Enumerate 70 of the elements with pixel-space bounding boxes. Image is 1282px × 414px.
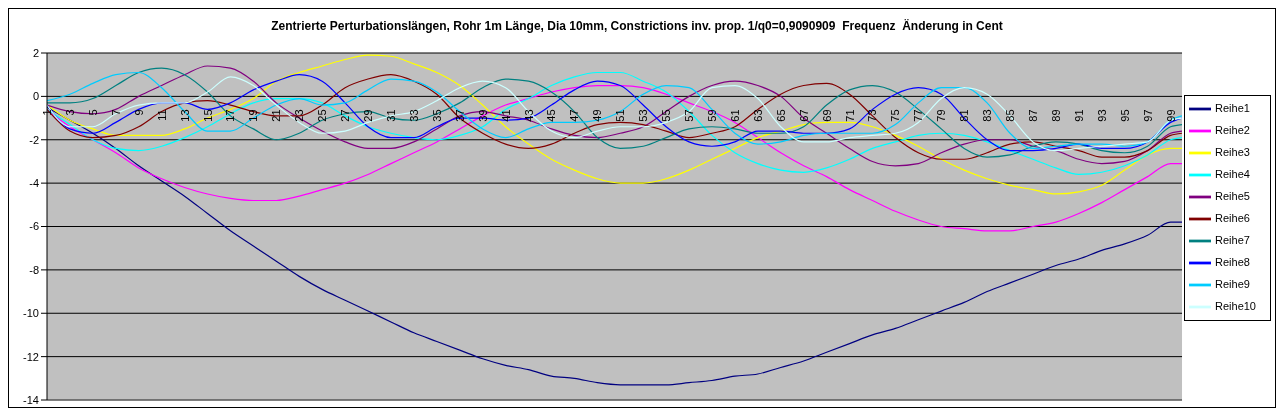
legend-label: Reihe8 [1215, 255, 1250, 268]
x-tick-label: 47 [568, 109, 581, 122]
legend-label: Reihe9 [1215, 277, 1250, 290]
x-tick-label: 71 [843, 109, 856, 122]
y-tick-label: 0 [32, 90, 39, 103]
legend-label: Reihe6 [1215, 211, 1250, 224]
x-tick-label: 1 [41, 109, 53, 116]
x-tick-label: 31 [384, 109, 397, 122]
x-tick-label: 13 [178, 109, 191, 122]
x-tick-label: 11 [155, 109, 168, 121]
x-tick-label: 15 [201, 109, 214, 122]
x-tick-label: 3 [63, 109, 76, 116]
x-tick-label: 79 [935, 109, 948, 122]
x-tick-label: 9 [132, 109, 145, 116]
x-tick-label: 7 [109, 109, 122, 116]
x-tick-label: 27 [339, 109, 352, 122]
x-tick-label: 69 [820, 109, 833, 122]
y-tick-label: -10 [23, 307, 39, 320]
chart-title: Zentrierte Perturbationslängen, Rohr 1m Länge, Dia 10mm, Constrictions inv. prop. 1/q0=0,9090909 Frequenz Änderung in Cent [270, 19, 1004, 33]
x-tick-label: 35 [430, 109, 443, 122]
legend-label: Reihe2 [1215, 123, 1250, 136]
x-tick-label: 73 [866, 109, 879, 122]
x-tick-label: 95 [1118, 109, 1131, 122]
legend-label: Reihe4 [1215, 167, 1250, 180]
y-tick-label: -4 [29, 177, 39, 190]
x-tick-label: 53 [637, 109, 650, 122]
x-tick-label: 5 [86, 109, 99, 116]
x-tick-label: 85 [1004, 109, 1017, 122]
x-tick-label: 21 [270, 109, 283, 122]
x-tick-label: 89 [1049, 109, 1062, 122]
x-tick-label: 57 [683, 109, 696, 122]
y-tick-label: -8 [29, 263, 39, 276]
y-tick-label: -12 [23, 350, 39, 363]
x-tick-label: 51 [614, 109, 627, 122]
x-tick-label: 97 [1141, 109, 1154, 122]
legend-label: Reihe10 [1215, 299, 1256, 312]
legend-label: Reihe5 [1215, 189, 1250, 202]
legend-label: Reihe7 [1215, 233, 1250, 246]
x-tick-label: 23 [293, 109, 306, 122]
x-tick-label: 39 [476, 109, 489, 122]
x-tick-label: 17 [224, 109, 237, 122]
x-tick-label: 75 [889, 109, 902, 122]
x-tick-label: 45 [545, 109, 558, 122]
legend-label: Reihe3 [1215, 145, 1250, 158]
x-tick-label: 65 [774, 109, 787, 122]
x-tick-label: 19 [247, 109, 260, 122]
x-tick-label: 49 [591, 109, 604, 122]
x-tick-label: 91 [1072, 109, 1085, 122]
x-tick-label: 61 [728, 109, 741, 122]
x-tick-label: 99 [1164, 109, 1177, 122]
x-tick-label: 25 [316, 109, 329, 122]
x-tick-label: 55 [660, 109, 673, 122]
x-tick-label: 87 [1026, 109, 1039, 122]
x-tick-label: 33 [407, 109, 420, 122]
x-tick-label: 63 [751, 109, 764, 122]
y-tick-label: -6 [29, 220, 39, 233]
x-tick-label: 77 [912, 109, 925, 122]
x-tick-label: 29 [362, 109, 375, 122]
legend-label: Reihe1 [1215, 101, 1250, 114]
x-tick-label: 43 [522, 109, 535, 122]
y-tick-label: -2 [29, 133, 39, 146]
y-tick-label: -14 [23, 393, 39, 406]
x-tick-label: 59 [705, 109, 718, 122]
x-tick-label: 37 [453, 109, 466, 122]
x-tick-label: 41 [499, 109, 512, 122]
x-tick-label: 93 [1095, 109, 1108, 122]
x-tick-label: 67 [797, 109, 810, 122]
x-tick-label: 83 [981, 109, 994, 122]
y-tick-label: 2 [32, 46, 39, 59]
x-tick-label: 81 [958, 109, 971, 122]
